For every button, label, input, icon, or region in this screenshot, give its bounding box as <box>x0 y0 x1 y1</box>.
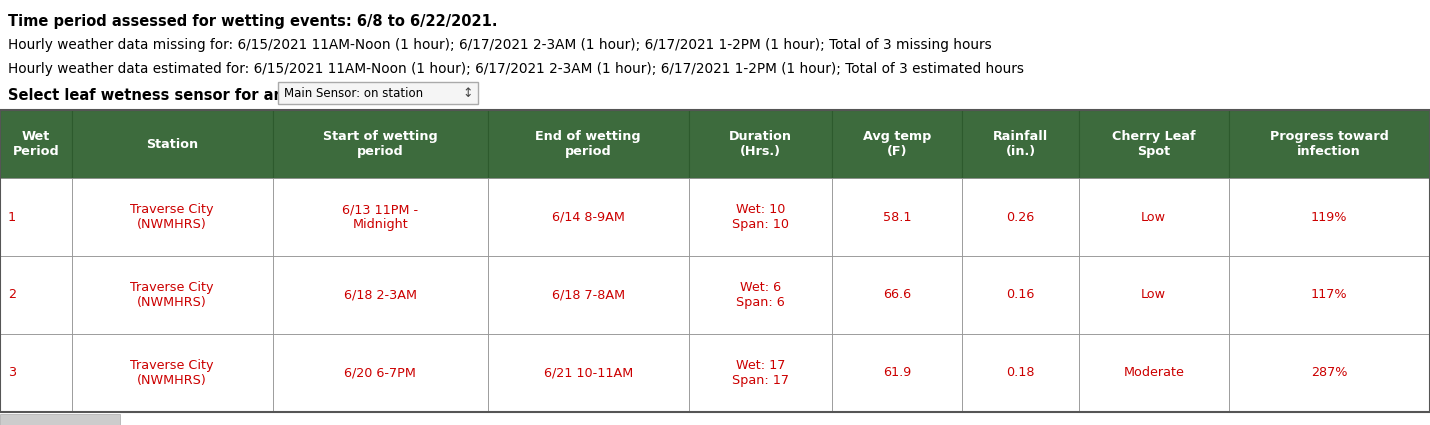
Text: End of wetting
period: End of wetting period <box>535 130 641 158</box>
Bar <box>832 110 962 178</box>
Text: 66.6: 66.6 <box>882 289 911 301</box>
Text: Time period assessed for wetting events: 6/8 to 6/22/2021.: Time period assessed for wetting events:… <box>9 14 498 29</box>
Text: 6/14 8-9AM: 6/14 8-9AM <box>552 210 625 224</box>
Bar <box>273 110 488 178</box>
Text: 6/18 2-3AM: 6/18 2-3AM <box>343 289 416 301</box>
Bar <box>273 256 488 334</box>
Bar <box>273 178 488 256</box>
Text: Wet
Period: Wet Period <box>13 130 59 158</box>
Text: 6/21 10-11AM: 6/21 10-11AM <box>543 366 633 380</box>
Text: 0.18: 0.18 <box>1007 366 1035 380</box>
Bar <box>962 178 1080 256</box>
Bar <box>1228 334 1430 412</box>
Bar <box>962 110 1080 178</box>
Text: Cherry Leaf
Spot: Cherry Leaf Spot <box>1113 130 1195 158</box>
Bar <box>689 110 832 178</box>
Bar <box>72 178 273 256</box>
Bar <box>1228 110 1430 178</box>
Bar <box>689 178 832 256</box>
Bar <box>1080 178 1228 256</box>
Bar <box>1228 178 1430 256</box>
Bar <box>832 178 962 256</box>
Bar <box>962 334 1080 412</box>
Text: Hourly weather data missing for: 6/15/2021 11AM-Noon (1 hour); 6/17/2021 2-3AM (: Hourly weather data missing for: 6/15/20… <box>9 38 992 52</box>
Bar <box>1080 110 1228 178</box>
Text: 58.1: 58.1 <box>882 210 911 224</box>
Text: Duration
(Hrs.): Duration (Hrs.) <box>729 130 792 158</box>
Text: 287%: 287% <box>1311 366 1347 380</box>
Text: 6/18 7-8AM: 6/18 7-8AM <box>552 289 625 301</box>
Bar <box>832 334 962 412</box>
Bar <box>1080 256 1228 334</box>
Text: 2: 2 <box>9 289 16 301</box>
Bar <box>72 256 273 334</box>
Bar <box>689 256 832 334</box>
Bar <box>832 256 962 334</box>
Text: ↕: ↕ <box>463 87 473 99</box>
Bar <box>72 110 273 178</box>
Bar <box>0 178 72 256</box>
Bar <box>72 334 273 412</box>
Text: 1: 1 <box>9 210 16 224</box>
Text: 0.26: 0.26 <box>1007 210 1035 224</box>
Bar <box>1228 256 1430 334</box>
Text: Low: Low <box>1141 289 1167 301</box>
Text: Station: Station <box>146 138 199 150</box>
Text: Avg temp
(F): Avg temp (F) <box>862 130 931 158</box>
Text: Hourly weather data estimated for: 6/15/2021 11AM-Noon (1 hour); 6/17/2021 2-3AM: Hourly weather data estimated for: 6/15/… <box>9 62 1024 76</box>
Bar <box>273 334 488 412</box>
Bar <box>488 178 689 256</box>
Bar <box>488 110 689 178</box>
Bar <box>0 110 72 178</box>
Text: 61.9: 61.9 <box>882 366 911 380</box>
Bar <box>277 82 478 104</box>
Text: Wet: 17
Span: 17: Wet: 17 Span: 17 <box>732 359 789 387</box>
Bar <box>1080 334 1228 412</box>
Bar <box>488 256 689 334</box>
Bar <box>0 334 72 412</box>
Text: 3: 3 <box>9 366 16 380</box>
Text: 6/13 11PM -
Midnight: 6/13 11PM - Midnight <box>342 203 419 231</box>
Bar <box>689 334 832 412</box>
Bar <box>0 414 120 425</box>
Text: Start of wetting
period: Start of wetting period <box>323 130 438 158</box>
Text: Wet: 10
Span: 10: Wet: 10 Span: 10 <box>732 203 789 231</box>
Text: 0.16: 0.16 <box>1007 289 1035 301</box>
Text: Wet: 6
Span: 6: Wet: 6 Span: 6 <box>736 281 785 309</box>
Bar <box>962 256 1080 334</box>
Text: Low: Low <box>1141 210 1167 224</box>
Text: Traverse City
(NWMHRS): Traverse City (NWMHRS) <box>130 359 214 387</box>
Text: 119%: 119% <box>1311 210 1347 224</box>
Bar <box>0 110 1430 412</box>
Text: Main Sensor: on station: Main Sensor: on station <box>285 87 423 99</box>
Text: Traverse City
(NWMHRS): Traverse City (NWMHRS) <box>130 203 214 231</box>
Text: 6/20 6-7PM: 6/20 6-7PM <box>345 366 416 380</box>
Bar <box>0 256 72 334</box>
Bar <box>488 334 689 412</box>
Text: Rainfall
(in.): Rainfall (in.) <box>992 130 1048 158</box>
Text: Traverse City
(NWMHRS): Traverse City (NWMHRS) <box>130 281 214 309</box>
Text: Progress toward
infection: Progress toward infection <box>1270 130 1389 158</box>
Text: Moderate: Moderate <box>1124 366 1184 380</box>
Text: 117%: 117% <box>1311 289 1347 301</box>
Text: Select leaf wetness sensor for analysis:: Select leaf wetness sensor for analysis: <box>9 88 336 103</box>
